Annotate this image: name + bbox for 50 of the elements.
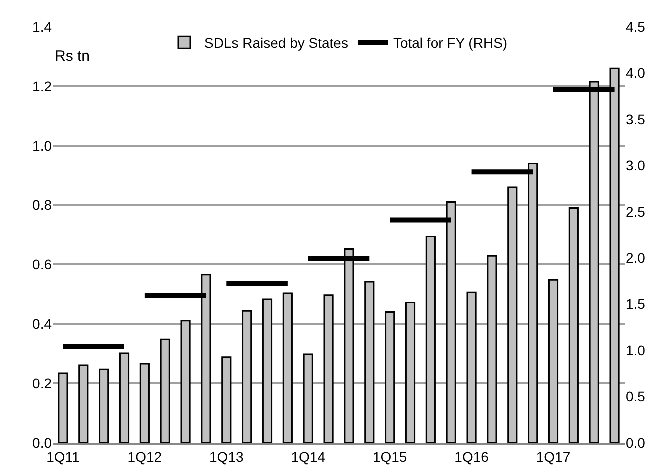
bar <box>119 352 130 443</box>
bar <box>568 208 579 443</box>
bar <box>303 354 314 443</box>
legend-label: Total for FY (RHS) <box>393 35 508 52</box>
bar <box>487 255 498 443</box>
bar <box>548 279 559 443</box>
y2-tick-label: 0.0 <box>626 434 646 451</box>
y-tick-label: 0.0 <box>32 434 52 451</box>
x-tick-label: 1Q13 <box>210 448 244 465</box>
bar <box>99 368 110 443</box>
y2-tick-label: 4.0 <box>626 65 646 82</box>
y-tick-label: 1.4 <box>32 18 52 35</box>
y-tick-label: 0.2 <box>32 375 52 392</box>
bar <box>405 302 416 443</box>
x-tick-label: 1Q14 <box>291 448 326 465</box>
bar <box>364 281 375 443</box>
bar <box>58 372 68 443</box>
y-tick-label: 0.4 <box>32 316 52 332</box>
bar <box>426 236 436 443</box>
y2-tick-label: 3.5 <box>626 111 646 128</box>
x-tick-label: 1Q17 <box>536 448 571 465</box>
bar <box>282 292 293 443</box>
x-tick-label: 1Q12 <box>128 448 162 465</box>
y2-tick-label: 1.5 <box>626 296 646 312</box>
y2-tick-label: 2.0 <box>626 250 646 266</box>
bar <box>160 338 170 443</box>
y-tick-label: 0.8 <box>32 197 52 214</box>
bar <box>242 310 252 443</box>
bar <box>385 312 396 443</box>
x-tick-label: 1Q15 <box>372 448 408 465</box>
x-tick-label: 1Q16 <box>454 448 490 465</box>
bar <box>508 186 518 443</box>
legend-label: SDLs Raised by States <box>204 35 348 52</box>
bar <box>78 364 89 443</box>
bar <box>466 292 477 443</box>
bar <box>324 294 334 443</box>
y-tick-label: 1.0 <box>32 138 52 154</box>
bar <box>262 298 273 443</box>
y2-tick-label: 3.0 <box>626 158 646 174</box>
y2-tick-label: 1.0 <box>626 342 646 358</box>
y2-tick-label: 0.5 <box>626 388 646 405</box>
x-tick-label: 1Q11 <box>46 448 80 465</box>
y-tick-label: 0.6 <box>32 256 52 273</box>
y2-tick-label: 2.5 <box>626 204 646 220</box>
y-tick-label: 1.2 <box>32 78 52 94</box>
bar <box>222 356 232 443</box>
y-axis-title: Rs tn <box>55 48 90 65</box>
bar <box>140 363 150 443</box>
y2-tick-label: 4.5 <box>626 18 646 35</box>
bar <box>180 320 191 443</box>
